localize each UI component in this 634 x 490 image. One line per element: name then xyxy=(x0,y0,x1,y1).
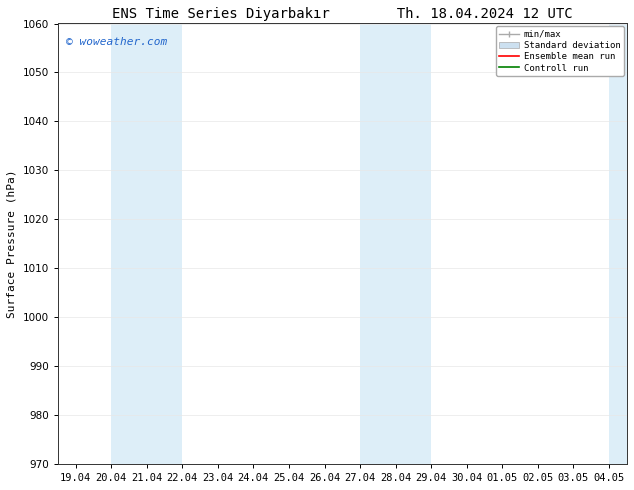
Y-axis label: Surface Pressure (hPa): Surface Pressure (hPa) xyxy=(7,170,17,318)
Text: © woweather.com: © woweather.com xyxy=(67,37,167,47)
Title: ENS Time Series Diyarbakır        Th. 18.04.2024 12 UTC: ENS Time Series Diyarbakır Th. 18.04.202… xyxy=(112,7,573,21)
Bar xyxy=(111,24,182,464)
Legend: min/max, Standard deviation, Ensemble mean run, Controll run: min/max, Standard deviation, Ensemble me… xyxy=(496,26,624,76)
Bar xyxy=(360,24,431,464)
Bar xyxy=(609,24,627,464)
